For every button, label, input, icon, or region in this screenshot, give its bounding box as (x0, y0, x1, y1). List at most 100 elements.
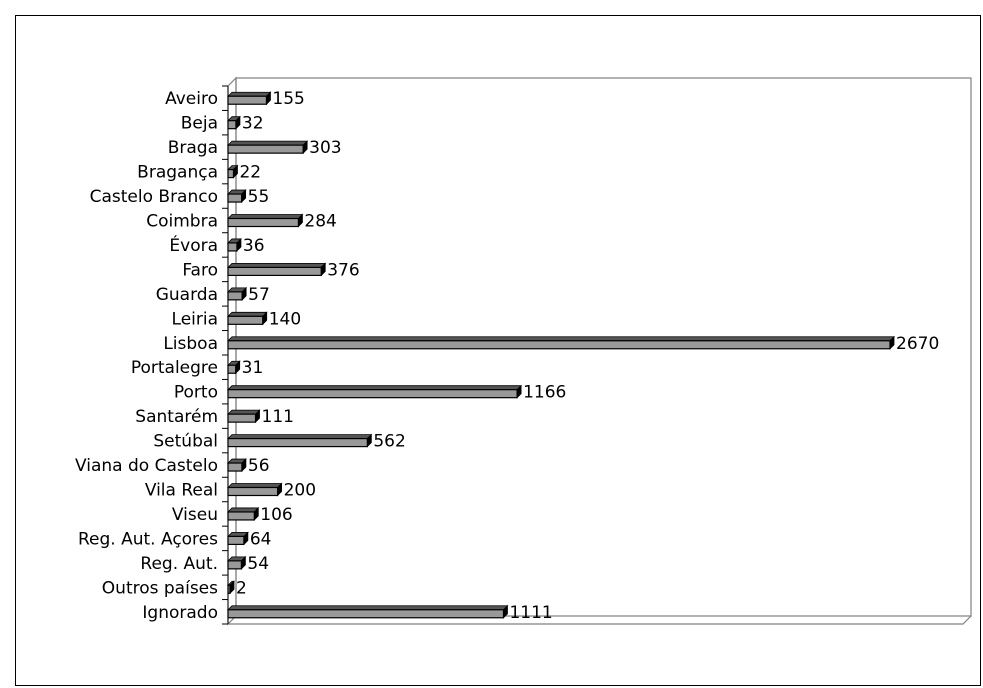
category-axis-ticks (222, 85, 229, 625)
bar-front-face (227, 242, 238, 252)
category-label: Viseu (172, 505, 218, 525)
value-label: 284 (304, 212, 336, 232)
bar (227, 237, 242, 252)
bar-front-face (227, 144, 304, 154)
bar (227, 286, 248, 301)
bar (227, 189, 247, 204)
category-label: Castelo Branco (90, 187, 218, 207)
floor-edge (228, 615, 972, 625)
value-label: 140 (269, 309, 301, 329)
category-label: Viana do Castelo (75, 456, 218, 476)
bar-top-face (227, 263, 327, 268)
category-label: Évora (169, 234, 218, 256)
bar (227, 311, 268, 326)
category-label: Porto (174, 383, 218, 403)
bar (227, 409, 261, 424)
bars-group (227, 91, 895, 619)
value-label: 31 (242, 358, 264, 378)
category-label: Lisboa (163, 334, 218, 354)
category-label: Beja (181, 114, 218, 134)
bar-front-face (227, 168, 235, 179)
category-label: Reg. Aut. (140, 554, 218, 574)
category-label: Leiria (172, 309, 218, 329)
value-label: 1111 (509, 603, 552, 623)
category-label: Coimbra (146, 212, 218, 232)
value-label: 155 (272, 89, 304, 109)
bar (227, 164, 239, 179)
bar-front-face (227, 486, 279, 497)
bar (227, 262, 327, 277)
bar-front-face (227, 584, 231, 594)
bar-front-face (227, 217, 300, 228)
bar (227, 531, 249, 546)
value-label: 200 (284, 481, 316, 501)
value-label: 2670 (896, 334, 939, 354)
bar-top-face (227, 507, 260, 513)
bar-top-face (227, 409, 261, 415)
value-label: 376 (327, 260, 359, 280)
bar-top-face (227, 214, 304, 219)
category-label: Faro (182, 260, 218, 280)
bar (227, 482, 283, 497)
bar-front-face (227, 315, 264, 325)
bar-top-face (227, 140, 309, 146)
category-label: Portalegre (131, 358, 218, 378)
chart-walls (227, 76, 972, 626)
value-label: 32 (242, 114, 264, 134)
bar (227, 335, 895, 350)
bar (227, 360, 241, 375)
value-label: 54 (247, 554, 269, 574)
bar (227, 555, 247, 570)
bar-front-face (227, 340, 891, 350)
bar-front-face (227, 609, 505, 619)
value-label: 57 (248, 285, 270, 305)
value-labels: 155 32 303 22 55 284 36 376 57 140 2670 31 1166 111 56… (236, 89, 939, 623)
category-label: Aveiro (165, 89, 218, 109)
value-label: 106 (260, 505, 292, 525)
category-label: Setúbal (153, 432, 218, 452)
bar-front-face (227, 364, 237, 374)
bar-front-face (227, 95, 268, 105)
bar-top-face (227, 385, 523, 391)
category-label: Reg. Aut. Açores (78, 529, 218, 549)
value-label: 303 (309, 138, 341, 158)
bar-front-face (227, 437, 368, 448)
bar-front-face (227, 193, 243, 203)
value-label: 55 (248, 187, 270, 207)
category-label: Vila Real (145, 481, 218, 501)
bar (227, 115, 241, 130)
bar (227, 604, 509, 619)
value-label: 1166 (523, 383, 566, 403)
value-label: 56 (248, 456, 270, 476)
category-label: Ignorado (142, 603, 218, 623)
bar-front-face (227, 389, 518, 399)
bar-front-face (227, 462, 243, 472)
bar (227, 506, 260, 521)
bar-top-face (227, 311, 268, 317)
bar-front-face (227, 535, 245, 546)
category-label: Guarda (156, 285, 218, 305)
bar-front-face (227, 560, 242, 570)
bar-front-face (227, 511, 255, 521)
bar (227, 458, 247, 473)
bar (227, 384, 523, 399)
value-label: 22 (239, 163, 261, 183)
bar-top-face (227, 434, 373, 439)
category-label: Outros países (102, 578, 218, 598)
bar-front-face (227, 266, 322, 277)
bar (227, 580, 235, 595)
value-label: 2 (236, 578, 247, 598)
bar-front-face (227, 413, 257, 423)
category-label: Bragança (137, 163, 218, 183)
bar-top-face (227, 483, 283, 488)
value-label: 64 (250, 529, 272, 549)
bar-front-face (227, 291, 243, 301)
bar (227, 213, 304, 228)
category-labels: Aveiro Beja Braga Bragança Castelo Branco Coi… (75, 89, 218, 623)
value-label: 562 (373, 432, 405, 452)
bar (227, 433, 373, 448)
chart-frame: Aveiro Beja Braga Bragança Castelo Branco Coi… (15, 15, 981, 686)
bar-chart: Aveiro Beja Braga Bragança Castelo Branco Coi… (75, 76, 972, 626)
category-label: Braga (168, 138, 218, 158)
bar-top-face (227, 336, 895, 342)
